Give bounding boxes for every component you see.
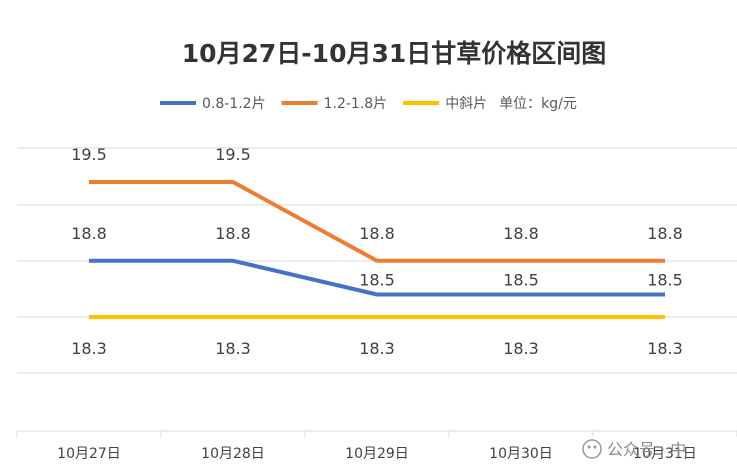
legend-label: 中斜片	[445, 96, 487, 112]
data-label: 18.3	[503, 339, 539, 358]
x-tick-label: 10月30日	[489, 446, 553, 462]
data-label: 18.5	[359, 271, 395, 290]
x-tick-label: 10月29日	[345, 446, 409, 462]
wechat-icon	[582, 439, 602, 459]
data-label: 18.3	[359, 339, 395, 358]
legend-label: 0.8-1.2片	[202, 96, 266, 112]
data-label: 18.8	[71, 224, 107, 243]
data-label: 18.8	[215, 224, 251, 243]
data-label: 19.5	[215, 145, 251, 164]
wechat-icon-dot	[593, 445, 597, 449]
series-line	[89, 258, 665, 297]
x-tick-label: 10月27日	[57, 446, 121, 462]
x-tick-label: 10月31日	[633, 446, 697, 462]
wechat-icon-dot	[587, 445, 591, 449]
chart-title: 10月27日-10月31日甘草价格区间图	[182, 39, 607, 68]
data-label: 18.3	[647, 339, 683, 358]
watermark: 公众号 · 中	[582, 439, 686, 459]
data-label: 18.8	[647, 224, 683, 243]
chart-legend: 0.8-1.2片 1.2-1.8片 中斜片	[160, 96, 487, 112]
data-label: 18.5	[503, 271, 539, 290]
data-label: 18.3	[71, 339, 107, 358]
x-axis: 10月27日 10月28日 10月29日 10月30日 10月31日	[16, 430, 737, 462]
data-label: 18.5	[647, 271, 683, 290]
data-label: 18.3	[215, 339, 251, 358]
legend-label: 1.2-1.8片	[324, 96, 388, 112]
data-label: 18.8	[503, 224, 539, 243]
data-label: 19.5	[71, 145, 107, 164]
watermark-text: 公众号 · 中	[607, 440, 686, 459]
data-label: 18.8	[359, 224, 395, 243]
unit-note: 单位：kg/元	[499, 96, 577, 112]
x-tick-label: 10月28日	[201, 446, 265, 462]
series-lines	[89, 180, 665, 319]
data-labels: 18.8 18.8 18.5 18.5 18.5 19.5 19.5 18.8 18.8 18.8…	[71, 145, 683, 358]
series-line	[89, 180, 665, 263]
